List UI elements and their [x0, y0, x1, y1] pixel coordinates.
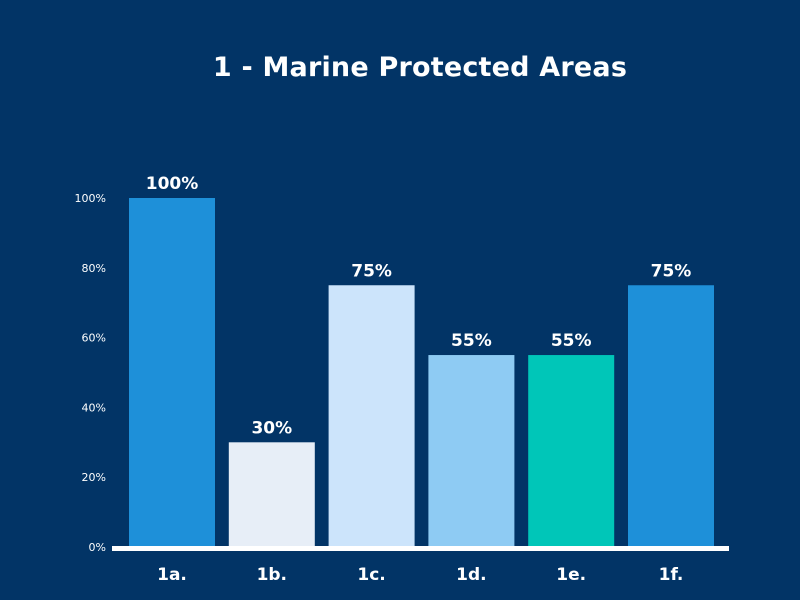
x-tick-label: 1f. — [659, 565, 684, 585]
bar-1c — [328, 285, 415, 547]
data-label: 55% — [551, 331, 592, 351]
bar-1a — [129, 198, 215, 547]
y-tick-label: 60% — [82, 332, 106, 345]
x-tick-label: 1b. — [257, 565, 287, 585]
y-tick-label: 0% — [89, 541, 106, 554]
bar-1f — [628, 285, 714, 547]
bar-1b — [228, 442, 315, 547]
y-tick-label: 40% — [82, 401, 106, 414]
chart-title: 1 - Marine Protected Areas — [212, 52, 628, 83]
x-axis-line — [112, 546, 729, 551]
bar-1d — [428, 355, 515, 547]
x-tick-label: 1a. — [157, 565, 187, 585]
data-label: 30% — [251, 418, 292, 438]
data-label: 75% — [651, 261, 692, 281]
x-tick-label: 1c. — [357, 565, 385, 585]
data-label: 55% — [451, 331, 492, 351]
y-tick-label: 80% — [82, 262, 106, 275]
y-tick-label: 20% — [82, 471, 106, 484]
x-tick-label: 1e. — [556, 565, 586, 585]
bar-1e — [528, 355, 615, 547]
data-label: 100% — [146, 174, 199, 194]
data-label: 75% — [351, 261, 392, 281]
y-tick-label: 100% — [75, 192, 106, 205]
x-tick-label: 1d. — [456, 565, 486, 585]
